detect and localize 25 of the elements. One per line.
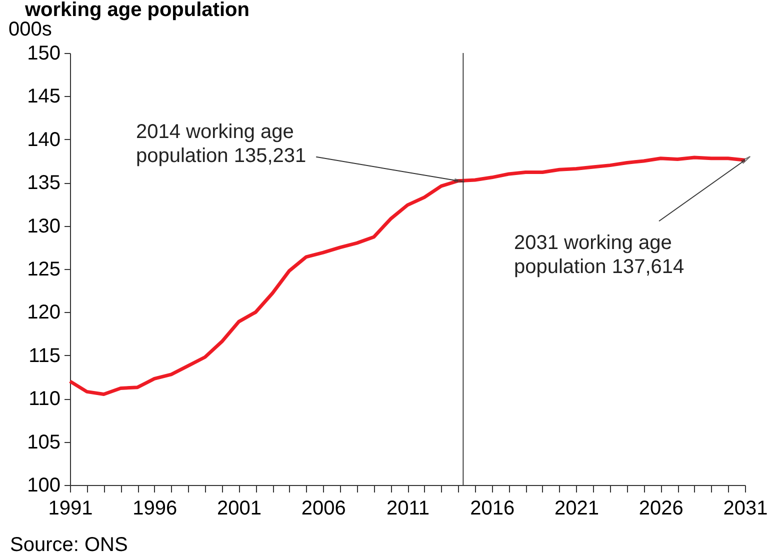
y-tick-label: 105 [27, 431, 60, 454]
y-tick-label: 125 [27, 258, 60, 280]
x-tick-label: 1991 [48, 498, 93, 520]
source-note: Source: ONS [10, 534, 128, 556]
y-tick-label: 140 [27, 128, 60, 151]
y-tick-label: 135 [27, 172, 60, 194]
y-tick-label: 100 [27, 474, 60, 496]
x-tick-label: 2026 [638, 498, 684, 520]
x-tick-label: 1996 [132, 498, 178, 520]
x-tick-label: 2031 [723, 498, 768, 520]
y-tick-label: 130 [27, 215, 60, 238]
y-tick-label: 120 [27, 302, 60, 324]
x-tick-label: 2021 [554, 498, 599, 520]
annotation: 2031 working age population 137,614 [514, 232, 684, 278]
x-tick-label: 2006 [301, 498, 346, 520]
y-tick-label: 110 [28, 388, 60, 410]
x-tick-label: 2016 [470, 498, 515, 520]
y-tick-label: 150 [27, 42, 60, 64]
chart-title: working age population [24, 0, 250, 21]
y-tick-label: 145 [27, 86, 60, 108]
x-tick-label: 2011 [386, 498, 430, 520]
annotation: 2014 working age population 135,231 [136, 121, 306, 167]
x-tick-label: 2001 [217, 498, 262, 520]
y-tick-label: 115 [28, 344, 60, 367]
y-axis-title: 000s [8, 18, 52, 40]
